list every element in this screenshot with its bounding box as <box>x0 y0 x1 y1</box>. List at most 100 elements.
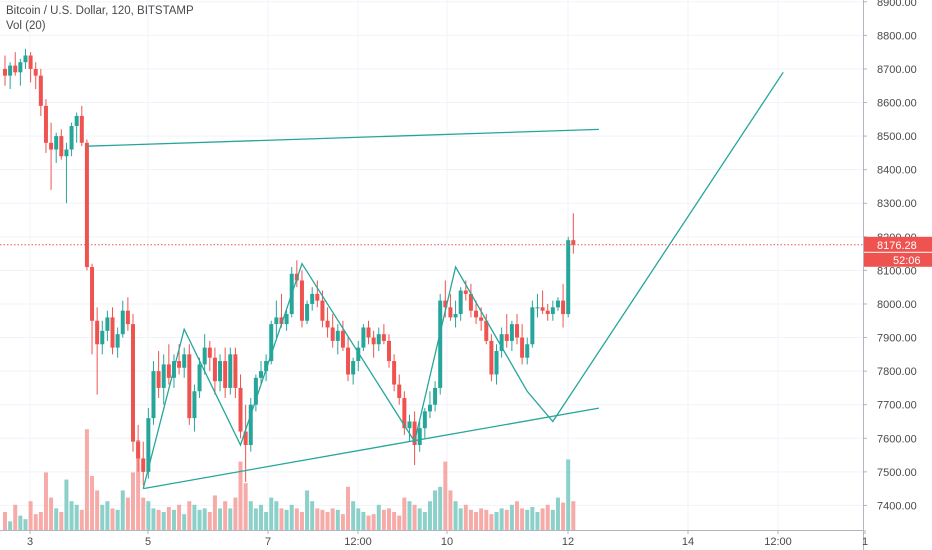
volume-bar <box>289 504 294 530</box>
candle-body <box>110 317 115 348</box>
volume-bar <box>468 509 473 530</box>
volume-bar <box>545 504 550 530</box>
volume-bar <box>177 504 182 530</box>
volume-bar <box>115 509 120 530</box>
candle-body <box>320 300 325 321</box>
candle <box>3 55 7 86</box>
y-tick-label: 8800.00 <box>877 30 917 42</box>
y-tick-label: 8900.00 <box>877 0 917 9</box>
x-tick-label: 5 <box>145 536 151 548</box>
candle <box>212 347 217 395</box>
volume-bar <box>351 501 356 530</box>
volume-bar <box>171 509 176 530</box>
candle-body <box>520 337 525 358</box>
volume-bar <box>448 490 453 530</box>
candle <box>535 293 540 318</box>
x-tick-label: 10 <box>441 536 453 548</box>
candle-body <box>468 293 473 311</box>
candle-body <box>238 387 243 432</box>
candle <box>566 236 571 318</box>
volume-bar <box>279 508 284 530</box>
volume-bar <box>474 512 479 530</box>
volume-bar <box>43 472 48 530</box>
candle <box>397 374 402 405</box>
x-tick-label: 14 <box>682 536 694 548</box>
candle-body <box>443 300 448 308</box>
candle-body <box>146 418 151 472</box>
candle-body <box>494 350 499 375</box>
candle <box>550 300 555 321</box>
candle-body <box>90 267 95 321</box>
y-tick-label: 7700.00 <box>877 400 917 412</box>
candle <box>561 283 566 328</box>
candle-body <box>356 347 361 362</box>
candle <box>259 361 263 385</box>
candlesticks <box>3 48 576 486</box>
volume-bar <box>550 509 555 530</box>
x-tick-labels: 3 5 7 12:00 10 12 14 12:00 1 <box>27 530 868 548</box>
candle-body <box>84 142 89 268</box>
volume-bar <box>422 512 427 530</box>
candle <box>299 270 304 328</box>
candle <box>238 374 243 439</box>
price-axis-panel <box>863 0 932 550</box>
candle <box>315 280 320 308</box>
candle-body <box>125 310 130 325</box>
volume-bar <box>141 497 146 530</box>
candle <box>427 391 432 419</box>
candle <box>453 300 458 328</box>
candle-body <box>13 65 18 73</box>
candle <box>156 350 161 398</box>
last-price-tag <box>864 236 932 252</box>
candle-body <box>499 334 504 351</box>
volume-bar <box>299 512 304 530</box>
volume-bar <box>218 508 223 530</box>
volume-bar <box>525 509 530 530</box>
volume-bar <box>376 504 381 530</box>
candle <box>151 361 156 425</box>
candle <box>223 347 228 398</box>
candle-body <box>381 334 386 341</box>
candle <box>59 129 64 160</box>
candle <box>376 327 381 351</box>
candle-body <box>417 428 422 445</box>
volume-bar <box>494 512 499 530</box>
candle <box>284 310 289 331</box>
candle-body <box>54 136 59 150</box>
volume-bar <box>120 490 125 530</box>
volume-bar <box>207 512 212 530</box>
candle <box>499 327 504 358</box>
candle-body <box>550 307 555 315</box>
volume-bars <box>3 429 576 530</box>
last-price-value: 8176.28 <box>877 240 917 252</box>
volume-label: Vol (20) <box>6 20 46 32</box>
volume-bar <box>509 504 514 530</box>
candle <box>545 303 550 321</box>
candle-body <box>74 115 79 127</box>
candle-body <box>453 314 458 318</box>
candle-body <box>525 344 530 358</box>
volume-bar <box>212 495 217 530</box>
candle-body <box>136 441 141 459</box>
candle-body <box>177 361 182 368</box>
candle <box>18 58 23 86</box>
candle <box>515 314 519 345</box>
volume-bar <box>438 486 443 530</box>
candle <box>69 122 74 157</box>
volume-bar <box>458 508 463 530</box>
candle-body <box>3 68 7 76</box>
candle-body <box>315 293 320 301</box>
candle <box>361 324 366 351</box>
candle <box>504 314 509 348</box>
volume-bar <box>340 514 345 530</box>
candle-body <box>366 327 371 338</box>
candle-body <box>79 115 84 143</box>
volume-bar <box>479 508 484 530</box>
volume-bar <box>561 502 566 530</box>
candle <box>207 340 212 372</box>
candle-body <box>463 290 468 294</box>
candle <box>520 324 525 365</box>
volume-bar <box>443 461 448 530</box>
candle <box>28 52 33 83</box>
